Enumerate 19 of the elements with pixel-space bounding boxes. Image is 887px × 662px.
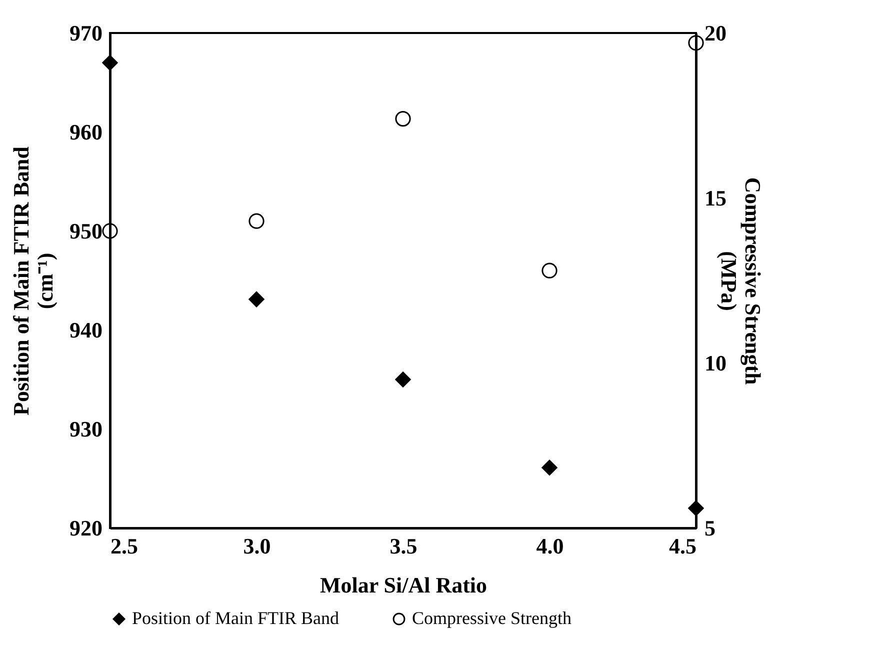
x-tick-label: 3.0 bbox=[243, 534, 271, 558]
x-tick-label: 2.5 bbox=[110, 534, 138, 558]
x-tick-label: 3.5 bbox=[390, 534, 418, 558]
y-tick-label: 950 bbox=[70, 218, 102, 244]
y-tick-label: 940 bbox=[70, 318, 102, 342]
legend-label: Compressive Strength bbox=[412, 608, 572, 628]
y-tick-label: 970 bbox=[70, 20, 102, 46]
y-axis-title: Position of Main FTIR Band (cm⁻¹) bbox=[8, 146, 58, 416]
y2-tick-label: 20 bbox=[704, 20, 726, 46]
x-tick-label: 4.0 bbox=[536, 534, 564, 558]
y2-tick-label: 15 bbox=[704, 186, 726, 210]
y-tick-label: 930 bbox=[70, 416, 102, 442]
legend-label: Position of Main FTIR Band bbox=[132, 608, 340, 628]
y2-tick-label: 10 bbox=[704, 350, 726, 376]
x-axis-title: Molar Si/Al Ratio bbox=[320, 572, 488, 598]
x-tick-label: 4.5 bbox=[669, 534, 696, 558]
y2-tick-label: 5 bbox=[704, 516, 716, 540]
y-tick-label: 920 bbox=[70, 516, 102, 540]
y-tick-label: 960 bbox=[70, 120, 102, 144]
